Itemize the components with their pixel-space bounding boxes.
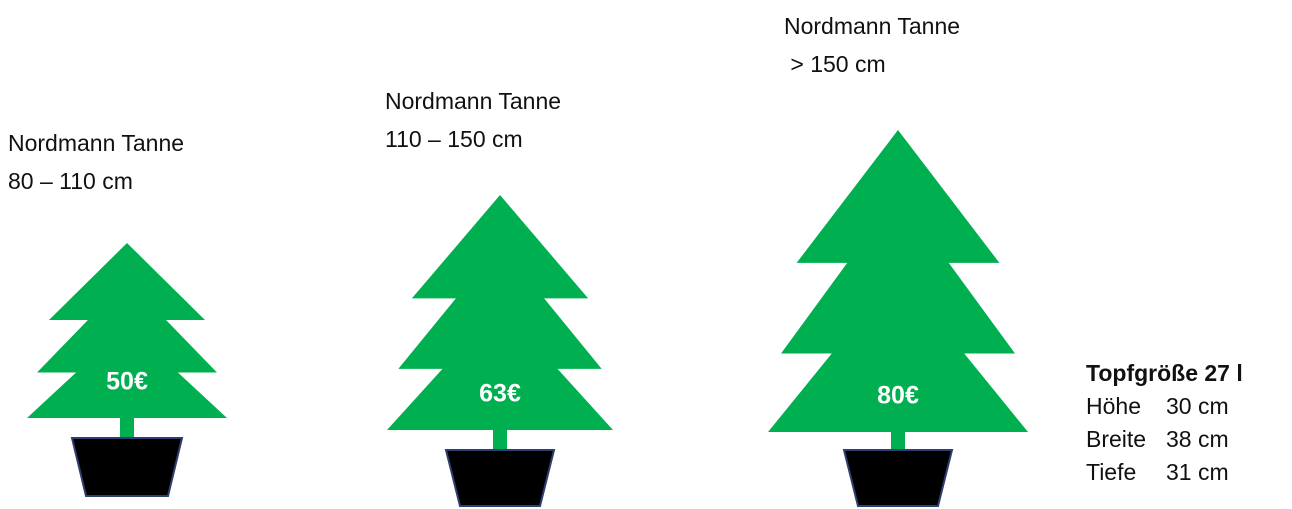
pot <box>446 450 554 506</box>
pot-label: Höhe <box>1086 393 1141 419</box>
price: 80€ <box>877 382 919 410</box>
diagram: Nordmann Tanne 80 – 110 cm 50€ Nordmann Tan… <box>0 0 1292 509</box>
tree-size: > 150 cm <box>784 51 886 77</box>
tree-name: Nordmann Tanne <box>385 88 561 114</box>
pot-label: Tiefe <box>1086 459 1136 485</box>
pot-value: 31 cm <box>1166 459 1229 485</box>
price: 63€ <box>479 380 521 408</box>
tree-size: 80 – 110 cm <box>8 168 133 194</box>
pot-value: 30 cm <box>1166 393 1229 419</box>
pot <box>844 450 952 506</box>
pot-label: Breite <box>1086 426 1146 452</box>
tree-name: Nordmann Tanne <box>8 130 184 156</box>
pot-title: Topfgröße 27 l <box>1086 360 1243 386</box>
tree-size: 110 – 150 cm <box>385 126 523 152</box>
pot-value: 38 cm <box>1166 426 1229 452</box>
tree-name: Nordmann Tanne <box>784 13 960 39</box>
pot <box>72 438 182 496</box>
price: 50€ <box>106 368 148 396</box>
